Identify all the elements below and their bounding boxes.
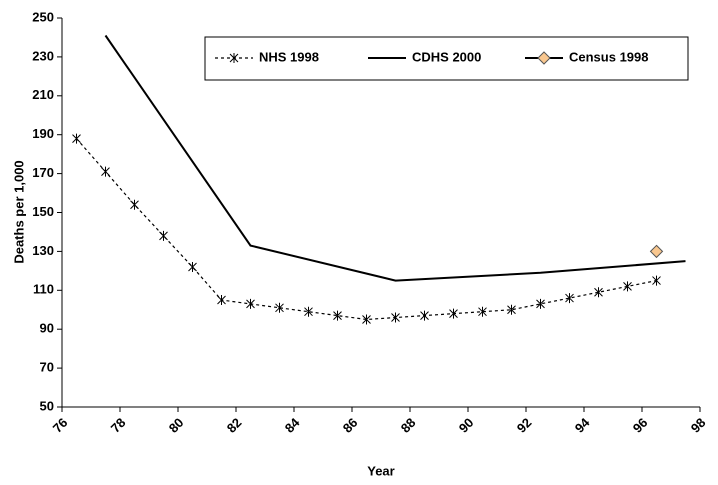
legend-label: Census 1998 (569, 49, 649, 64)
marker (449, 308, 458, 319)
legend-label: NHS 1998 (259, 49, 319, 64)
marker (565, 293, 574, 304)
marker (333, 310, 342, 321)
legend-label: CDHS 2000 (412, 49, 481, 64)
y-tick-label: 90 (40, 321, 54, 336)
marker (72, 133, 81, 144)
marker (507, 304, 516, 315)
x-tick-label: 88 (398, 415, 419, 436)
y-tick-label: 210 (32, 87, 54, 102)
x-tick-label: 86 (340, 415, 361, 436)
y-tick-label: 110 (33, 282, 54, 297)
marker (420, 310, 429, 321)
x-tick-label: 80 (166, 415, 187, 436)
marker (304, 306, 313, 317)
x-tick-label: 90 (456, 415, 477, 436)
marker (275, 302, 284, 313)
marker (188, 261, 197, 272)
marker (649, 244, 664, 259)
series-line (104, 34, 686, 282)
x-tick-label: 76 (50, 415, 71, 436)
legend-box (204, 36, 689, 81)
x-tick-label: 82 (224, 415, 245, 436)
marker (246, 298, 255, 309)
marker (594, 287, 603, 298)
legend-marker (229, 53, 239, 63)
y-axis-label: Deaths per 1,000 (11, 160, 26, 263)
marker (478, 306, 487, 317)
x-tick-label: 94 (572, 414, 593, 435)
y-tick-label: 70 (40, 360, 54, 375)
series-line (76, 138, 657, 321)
marker (362, 314, 371, 325)
x-tick-label: 78 (108, 415, 129, 436)
marker (159, 230, 168, 241)
marker (623, 281, 632, 292)
x-axis-label: Year (367, 463, 394, 478)
marker (391, 312, 400, 323)
x-tick-label: 96 (630, 415, 651, 436)
y-tick-label: 50 (40, 398, 54, 413)
y-tick-label: 190 (32, 126, 54, 141)
y-tick-label: 170 (32, 165, 54, 180)
x-tick-label: 84 (282, 414, 303, 435)
y-tick-label: 230 (32, 48, 54, 63)
y-tick-label: 130 (32, 243, 54, 258)
x-tick-label: 98 (688, 415, 709, 436)
marker (130, 199, 139, 210)
legend-marker (537, 51, 551, 65)
marker (101, 166, 110, 177)
y-tick-label: 250 (32, 9, 54, 24)
x-tick-label: 92 (514, 415, 535, 436)
marker (217, 295, 226, 306)
y-tick-label: 150 (32, 204, 54, 219)
marker (652, 275, 661, 286)
marker (536, 298, 545, 309)
